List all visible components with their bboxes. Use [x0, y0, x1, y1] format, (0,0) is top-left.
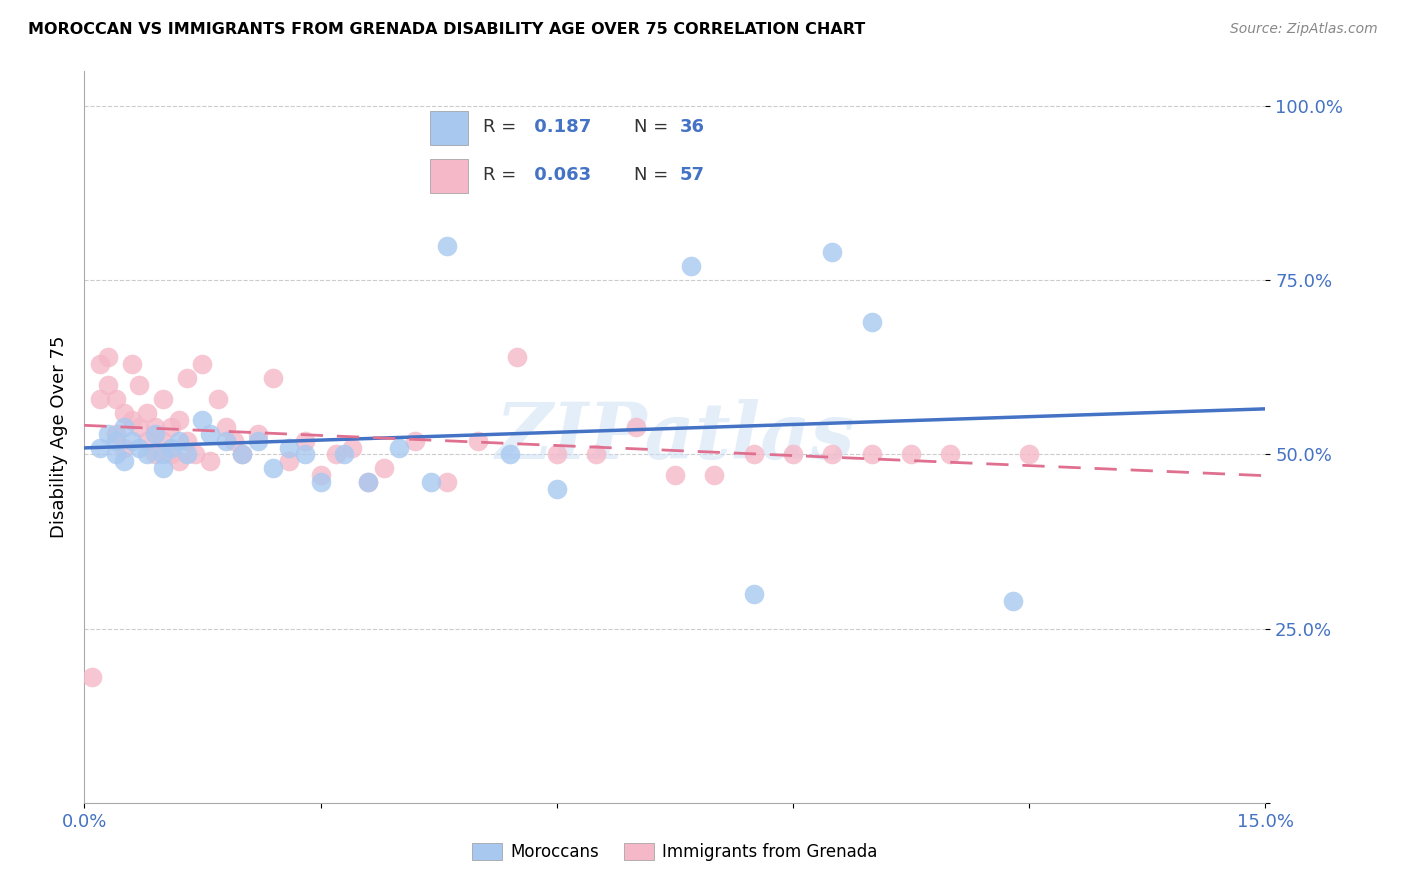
Point: [357, 475, 380, 490]
Point: [143, 448, 166, 462]
Text: Source: ZipAtlas.com: Source: ZipAtlas.com: [1230, 22, 1378, 37]
Point: [112, 406, 135, 420]
Y-axis label: Disability Age Over 75: Disability Age Over 75: [49, 335, 67, 539]
Point: [404, 434, 426, 448]
Point: [1002, 594, 1025, 608]
Point: [782, 448, 804, 462]
Point: [97, 350, 120, 364]
Point: [821, 448, 844, 462]
Point: [167, 412, 190, 426]
Point: [262, 371, 284, 385]
Point: [742, 448, 765, 462]
Point: [121, 357, 143, 371]
Point: [246, 426, 269, 441]
Point: [160, 419, 183, 434]
Point: [176, 371, 198, 385]
Point: [152, 392, 174, 406]
Point: [191, 412, 214, 426]
Point: [436, 475, 458, 490]
Point: [104, 434, 127, 448]
Point: [89, 441, 111, 455]
Point: [1018, 448, 1040, 462]
Point: [506, 350, 529, 364]
Point: [309, 468, 332, 483]
Point: [176, 434, 198, 448]
Point: [200, 426, 222, 441]
Point: [231, 448, 253, 462]
Point: [176, 448, 198, 462]
Point: [112, 441, 135, 455]
Point: [742, 587, 765, 601]
Point: [294, 448, 316, 462]
Point: [207, 392, 229, 406]
Point: [143, 419, 166, 434]
Point: [231, 448, 253, 462]
Point: [388, 441, 411, 455]
Point: [128, 419, 150, 434]
Point: [82, 670, 104, 684]
Point: [222, 434, 245, 448]
Point: [703, 468, 725, 483]
Point: [183, 448, 205, 462]
Point: [333, 448, 356, 462]
Point: [340, 441, 363, 455]
Text: MOROCCAN VS IMMIGRANTS FROM GRENADA DISABILITY AGE OVER 75 CORRELATION CHART: MOROCCAN VS IMMIGRANTS FROM GRENADA DISA…: [28, 22, 865, 37]
Point: [419, 475, 441, 490]
Point: [160, 441, 183, 455]
Point: [860, 315, 883, 329]
Point: [860, 448, 883, 462]
Text: ZIPatlas: ZIPatlas: [495, 399, 855, 475]
Point: [97, 426, 120, 441]
Legend: Moroccans, Immigrants from Grenada: Moroccans, Immigrants from Grenada: [465, 836, 884, 868]
Point: [436, 238, 458, 252]
Point: [309, 475, 332, 490]
Point: [278, 454, 301, 468]
Point: [152, 461, 174, 475]
Point: [97, 377, 120, 392]
Point: [136, 448, 159, 462]
Point: [821, 245, 844, 260]
Point: [136, 434, 159, 448]
Point: [467, 434, 489, 448]
Point: [294, 434, 316, 448]
Point: [152, 448, 174, 462]
Point: [143, 426, 166, 441]
Point: [104, 448, 127, 462]
Point: [160, 448, 183, 462]
Point: [278, 441, 301, 455]
Point: [498, 448, 520, 462]
Point: [200, 454, 222, 468]
Point: [121, 434, 143, 448]
Point: [325, 448, 347, 462]
Point: [112, 454, 135, 468]
Point: [191, 357, 214, 371]
Point: [546, 483, 568, 497]
Point: [546, 448, 568, 462]
Point: [89, 392, 111, 406]
Point: [128, 377, 150, 392]
Point: [373, 461, 395, 475]
Point: [104, 426, 127, 441]
Point: [121, 412, 143, 426]
Point: [357, 475, 380, 490]
Point: [900, 448, 922, 462]
Point: [262, 461, 284, 475]
Point: [624, 419, 647, 434]
Point: [89, 357, 111, 371]
Point: [664, 468, 686, 483]
Point: [112, 419, 135, 434]
Point: [679, 260, 702, 274]
Point: [128, 441, 150, 455]
Point: [246, 434, 269, 448]
Point: [152, 434, 174, 448]
Point: [585, 448, 607, 462]
Point: [104, 392, 127, 406]
Point: [939, 448, 962, 462]
Point: [215, 419, 238, 434]
Point: [167, 454, 190, 468]
Point: [136, 406, 159, 420]
Point: [167, 434, 190, 448]
Point: [215, 434, 238, 448]
